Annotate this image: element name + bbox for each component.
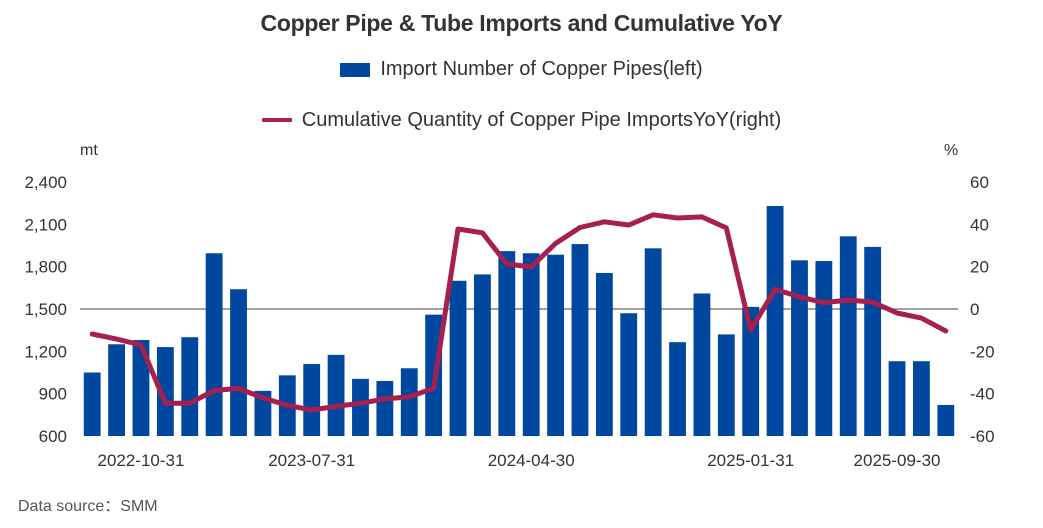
bar (644, 248, 662, 436)
left-tick-label: 600 (39, 427, 67, 446)
bar (352, 378, 369, 436)
right-tick-label: 40 (970, 215, 989, 234)
x-tick-label: 2023-07-31 (268, 451, 355, 470)
bar (864, 246, 882, 436)
legend-bar-row: Import Number of Copper Pipes(left) (0, 58, 1043, 83)
right-tick-label: 60 (970, 173, 989, 192)
bar (205, 253, 223, 436)
bar (376, 380, 394, 436)
bar (132, 340, 150, 436)
bar (83, 372, 101, 436)
right-axis: -60 -40 -20 0 20 40 60 (970, 173, 995, 446)
bar-series (83, 205, 955, 436)
data-source: Data source：SMM (18, 498, 158, 515)
bar (742, 306, 760, 436)
bar (669, 342, 686, 436)
right-tick-label: -60 (970, 427, 995, 446)
bar (400, 368, 418, 436)
bar (913, 361, 930, 436)
bar (717, 334, 735, 436)
bar (449, 280, 467, 436)
bar (766, 205, 784, 436)
right-tick-label: 0 (970, 300, 979, 319)
right-tick-label: -20 (970, 342, 995, 361)
bar (108, 344, 125, 436)
left-tick-label: 1,200 (24, 342, 67, 361)
yoy-line (89, 212, 949, 413)
bar (181, 337, 199, 436)
legend-label-imports: Import Number of Copper Pipes(left) (380, 58, 703, 80)
legend-line-row: Cumulative Quantity of Copper Pipe Impor… (0, 105, 1043, 132)
bar (474, 274, 491, 436)
left-tick-label: 2,100 (24, 215, 67, 234)
right-tick-label: 20 (970, 258, 989, 277)
legend-item-imports[interactable]: Import Number of Copper Pipes(left) (340, 58, 703, 81)
bar (937, 404, 955, 436)
legend-label-yoy: Cumulative Quantity of Copper Pipe Impor… (301, 108, 782, 131)
left-tick-label: 2,400 (24, 173, 67, 192)
x-tick-label: 2022-10-31 (97, 451, 184, 470)
left-tick-label: 900 (39, 385, 67, 404)
bar (620, 313, 638, 436)
bar (498, 251, 516, 436)
bar (571, 244, 589, 436)
x-tick-label: 2025-01-31 (707, 451, 794, 470)
bar (522, 253, 540, 436)
line-points (92, 214, 946, 411)
bar (791, 260, 808, 436)
bar (595, 273, 613, 436)
bar (839, 236, 857, 436)
legend-line-swatch (261, 118, 292, 122)
bar (156, 347, 174, 436)
left-tick-label: 1,500 (24, 300, 67, 319)
legend-bar-swatch (340, 62, 371, 77)
bar (254, 390, 272, 436)
bar (693, 293, 711, 436)
chart-title: Copper Pipe & Tube Imports and Cumulativ… (260, 10, 783, 36)
left-axis: 600 900 1,200 1,500 1,800 2,100 2,400 (24, 173, 67, 446)
bar (327, 354, 345, 436)
x-tick-label: 2024-04-30 (488, 451, 575, 470)
left-axis-unit: mt (80, 142, 98, 159)
bar (547, 254, 564, 436)
right-axis-unit: % (944, 142, 959, 159)
legend-item-yoy[interactable]: Cumulative Quantity of Copper Pipe Impor… (261, 108, 782, 132)
x-tick-label: 2025-09-30 (854, 451, 941, 470)
bar (303, 364, 321, 436)
bar (230, 289, 247, 436)
bar (888, 361, 906, 436)
x-axis: 2022-10-31 2023-07-31 2024-04-30 2025-01-31… (97, 451, 940, 470)
bar (815, 261, 833, 436)
right-tick-label: -40 (970, 385, 995, 404)
left-tick-label: 1,800 (24, 258, 67, 277)
